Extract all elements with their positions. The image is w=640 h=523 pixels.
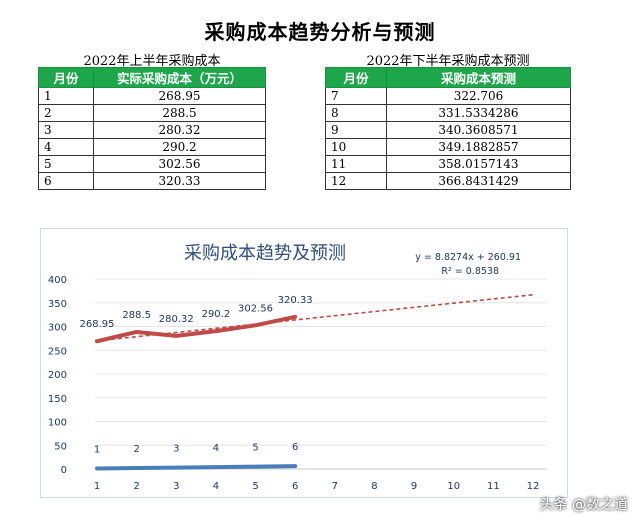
- cell-month: 7: [325, 87, 387, 105]
- data-label: 290.2: [202, 309, 231, 320]
- header-actual-cost: 实际采购成本（万元）: [93, 67, 266, 88]
- x-tick-label: 5: [252, 481, 258, 492]
- cell-month: 6: [38, 172, 94, 190]
- header-month: 月份: [325, 67, 387, 88]
- second-half-caption: 2022年下半年采购成本预测: [366, 54, 530, 69]
- y-tick-label: 200: [48, 370, 67, 381]
- y-tick-label: 100: [48, 418, 67, 429]
- series-line-2: [95, 314, 298, 344]
- data-label: 288.5: [122, 310, 151, 321]
- table-row: 7 322.706: [325, 87, 571, 105]
- data-label: 1: [94, 445, 100, 456]
- cell-month: 1: [38, 87, 94, 105]
- cell-month: 5: [38, 155, 94, 173]
- x-tick-label: 9: [411, 481, 417, 492]
- x-tick-label: 8: [371, 481, 377, 492]
- chart-title: 采购成本趋势及预测: [184, 243, 346, 264]
- cell-month: 10: [325, 138, 387, 156]
- cell-cost: 349.1882857: [386, 138, 571, 156]
- x-tick-label: 7: [332, 481, 338, 492]
- y-tick-label: 350: [48, 299, 67, 310]
- cell-cost: 366.8431429: [386, 172, 571, 190]
- cell-cost: 340.3608571: [386, 121, 571, 139]
- trendline-equation: y = 8.8274x + 260.91: [415, 252, 521, 263]
- cell-cost: 302.56: [93, 155, 266, 173]
- table-row: 11 358.0157143: [325, 155, 571, 173]
- table-row: 10 349.1882857: [325, 138, 571, 156]
- cell-month: 11: [325, 155, 387, 173]
- table-row: 12 366.8431429: [325, 172, 571, 190]
- table-row: 4 290.2: [38, 138, 266, 156]
- cell-cost: 280.32: [93, 121, 266, 139]
- cell-cost: 320.33: [93, 172, 266, 190]
- cell-month: 2: [38, 104, 94, 122]
- cell-cost: 268.95: [93, 87, 266, 105]
- table-row: 9 340.3608571: [325, 121, 571, 139]
- data-label: 268.95: [80, 319, 115, 330]
- data-label: 3: [173, 444, 179, 455]
- data-label: 320.33: [278, 295, 313, 306]
- cell-cost: 331.5334286: [386, 104, 571, 122]
- series-line-1: [95, 464, 298, 471]
- data-label: 2: [133, 444, 139, 455]
- first-half-caption: 2022年上半年采购成本: [83, 54, 221, 69]
- table-row: 2 288.5: [38, 104, 266, 122]
- x-tick-label: 3: [173, 481, 179, 492]
- table-row: 6 320.33: [38, 172, 266, 190]
- x-tick-label: 11: [487, 481, 500, 492]
- trendline-r2: R² = 0.8538: [441, 266, 499, 277]
- data-label: 280.32: [159, 314, 194, 325]
- trend-chart: 采购成本趋势及预测 y = 8.8274x + 260.91 R² = 0.85…: [40, 228, 568, 498]
- cell-cost: 288.5: [93, 104, 266, 122]
- table-row: 8 331.5334286: [325, 104, 571, 122]
- y-tick-label: 300: [48, 323, 67, 334]
- data-label: 6: [292, 442, 298, 453]
- cell-month: 12: [325, 172, 387, 190]
- data-label: 5: [252, 443, 258, 454]
- x-tick-label: 12: [527, 481, 540, 492]
- table-row: 3 280.32: [38, 121, 266, 139]
- cell-month: 8: [325, 104, 387, 122]
- cell-cost: 358.0157143: [386, 155, 571, 173]
- table-row: 5 302.56: [38, 155, 266, 173]
- header-month: 月份: [38, 67, 94, 88]
- y-tick-label: 150: [48, 394, 67, 405]
- cell-cost: 322.706: [386, 87, 571, 105]
- second-half-table: 月份 采购成本预测 7 322.706 8 331.5334286 9 340.36085…: [325, 67, 571, 190]
- watermark: 头条 @数之道: [539, 497, 628, 513]
- y-tick-label: 250: [48, 346, 67, 357]
- data-label: 302.56: [238, 303, 273, 314]
- page-title: 采购成本趋势分析与预测: [204, 20, 436, 44]
- x-tick-label: 10: [447, 481, 460, 492]
- table-row: 1 268.95: [38, 87, 266, 105]
- x-tick-label: 6: [292, 481, 298, 492]
- y-tick-label: 0: [61, 465, 67, 476]
- data-label: 4: [213, 443, 219, 454]
- header-forecast-cost: 采购成本预测: [386, 67, 571, 88]
- first-half-table: 月份 实际采购成本（万元） 1 268.95 2 288.5 3 280.32 4 290.2…: [38, 67, 266, 190]
- y-tick-label: 50: [54, 441, 67, 452]
- trend-chart-svg: 采购成本趋势及预测 y = 8.8274x + 260.91 R² = 0.85…: [48, 243, 547, 492]
- x-tick-label: 2: [133, 481, 139, 492]
- trendline: [96, 293, 534, 342]
- x-tick-label: 4: [213, 481, 219, 492]
- x-tick-label: 1: [94, 481, 100, 492]
- cell-month: 4: [38, 138, 94, 156]
- cell-cost: 290.2: [93, 138, 266, 156]
- cell-month: 3: [38, 121, 94, 139]
- y-tick-label: 400: [48, 275, 67, 286]
- cell-month: 9: [325, 121, 387, 139]
